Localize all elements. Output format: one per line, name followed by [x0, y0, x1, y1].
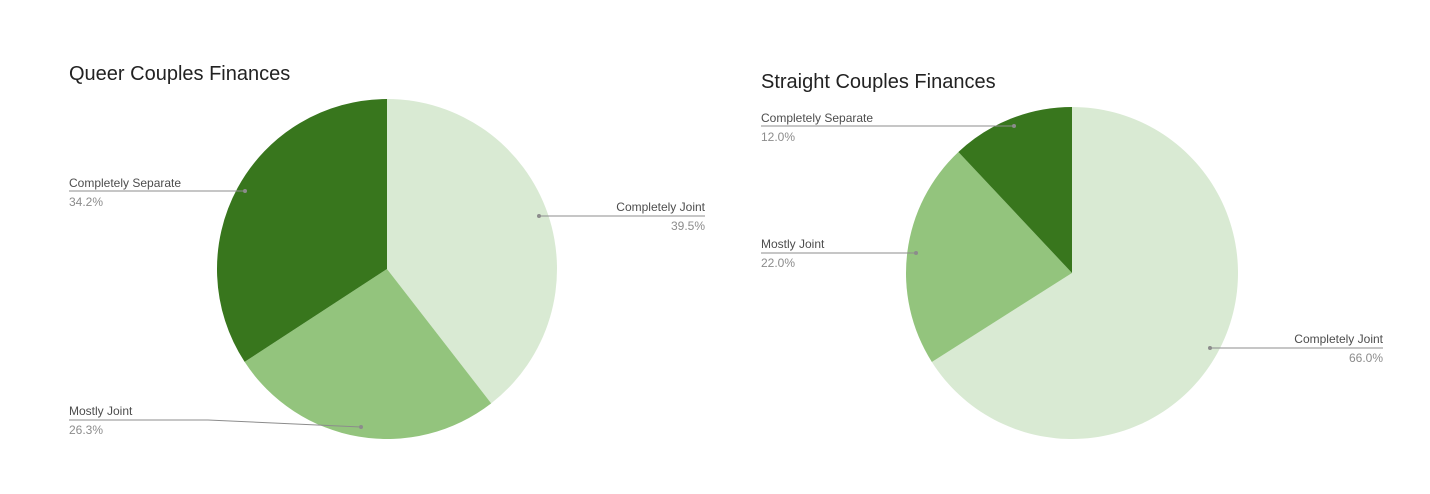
slice-label-completely-separate: Completely Separate 34.2%: [69, 176, 247, 209]
chart-title: Queer Couples Finances: [69, 63, 290, 85]
pie-slice-completely-separate: [958, 107, 1072, 273]
leader-dot: [914, 251, 918, 255]
slice-label-completely-separate: Completely Separate 12.0%: [761, 111, 1016, 144]
slice-value: 39.5%: [671, 219, 705, 233]
slice-name: Completely Separate: [69, 176, 181, 190]
pie-slices: [905, 107, 1238, 440]
pie-slice-completely-joint: [387, 99, 558, 404]
pie-slice-mostly-joint: [244, 269, 492, 440]
slice-value: 34.2%: [69, 195, 103, 209]
pie-slice-completely-separate: [216, 98, 387, 362]
slice-value: 26.3%: [69, 423, 103, 437]
leader-line: [69, 419, 362, 428]
slice-label-completely-joint: Completely Joint 66.0%: [1208, 332, 1384, 365]
pie-slice-mostly-joint: [905, 151, 1072, 362]
slice-name: Completely Separate: [761, 111, 873, 125]
slice-label-completely-joint: Completely Joint 39.5%: [537, 200, 706, 233]
slice-value: 66.0%: [1349, 351, 1383, 365]
slice-name: Completely Joint: [1294, 332, 1383, 346]
chart-title: Straight Couples Finances: [761, 71, 996, 93]
leader-dot: [537, 214, 541, 218]
pie-slice-completely-joint: [931, 107, 1238, 440]
slice-name: Mostly Joint: [761, 237, 825, 251]
slice-value: 22.0%: [761, 256, 795, 270]
slice-label-mostly-joint: Mostly Joint 22.0%: [761, 237, 918, 270]
leader-dot: [359, 425, 363, 429]
straight-couples-chart: Straight Couples Finances Completely Joi…: [761, 71, 1384, 440]
slice-name: Mostly Joint: [69, 404, 133, 418]
slice-name: Completely Joint: [616, 200, 705, 214]
leader-dot: [243, 189, 247, 193]
slice-label-mostly-joint: Mostly Joint 26.3%: [69, 404, 363, 437]
slice-value: 12.0%: [761, 130, 795, 144]
leader-dot: [1208, 346, 1212, 350]
leader-dot: [1012, 124, 1016, 128]
pie-slices: [216, 98, 558, 440]
queer-couples-chart: Queer Couples Finances Completely Joint …: [69, 63, 706, 440]
